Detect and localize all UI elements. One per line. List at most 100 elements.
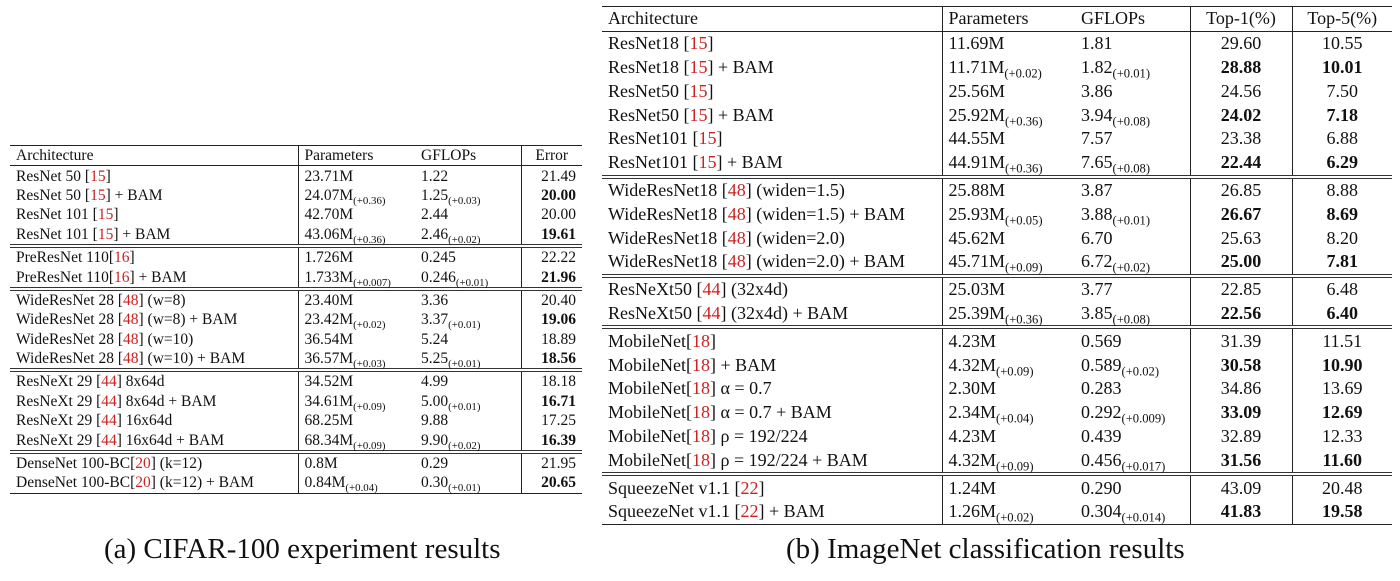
citation-ref: 18 — [692, 330, 710, 351]
delta-value: (+0.007) — [353, 276, 391, 289]
value: 36.54M — [304, 330, 354, 348]
delta-value: (+0.09) — [353, 439, 386, 452]
model-variant: + BAM — [713, 104, 774, 125]
value: 43.06M — [304, 225, 354, 243]
model-name: WideResNet 28 — [16, 350, 118, 368]
err-cell: 21.96 — [520, 267, 582, 289]
delta-value: (+0.01) — [448, 357, 481, 370]
value: 6.70 — [1081, 227, 1113, 248]
gflops-cell: 0.290 — [1075, 472, 1190, 500]
table-row: WideResNet 28 [48] (w=8) + BAM 23.42M(+0.… — [10, 310, 582, 331]
value: 0.290 — [1081, 477, 1122, 498]
architecture-cell: WideResNet 28 [48] (w=8) + BAM — [16, 311, 238, 329]
architecture-cell: PreResNet 110[16] + BAM — [16, 268, 187, 286]
parameters-cell: 25.39M(+0.36) — [941, 301, 1075, 328]
citation-ref: 18 — [692, 354, 710, 375]
delta-value: (+0.01) — [448, 482, 481, 495]
gflops-cell: 5.25(+0.01) — [415, 349, 521, 370]
table-row: MobileNet[18] α = 0.7 + BAM 2.34M(+0.04) 0… — [602, 400, 1392, 426]
value: 5.00 — [421, 392, 449, 410]
parameters-cell: 34.52M — [297, 368, 415, 392]
column-header: GFLOPs — [1075, 6, 1190, 32]
top1-cell: 26.67 — [1189, 202, 1292, 227]
table-row: WideResNet18 [48] (widen=1.5) + BAM 25.93… — [602, 202, 1392, 226]
parameters-cell: 25.56M — [941, 79, 1075, 104]
delta-value: (+0.009) — [1121, 411, 1166, 426]
delta-value: (+0.02) — [1112, 260, 1151, 275]
parameters-cell: 24.07M(+0.36) — [297, 185, 415, 206]
architecture-cell: ResNet18 [15] + BAM — [608, 56, 774, 77]
model-variant: + BAM — [716, 354, 777, 375]
table-row: WideResNet18 [48] (widen=2.0) 45.62M 6.70 2… — [602, 226, 1392, 250]
model-variant: (w=10) — [143, 330, 194, 348]
citation-ref: 15 — [97, 225, 114, 243]
parameters-cell: 36.54M — [297, 329, 415, 349]
value: 5.25 — [421, 350, 449, 368]
parameters-cell: 25.88M — [941, 174, 1075, 203]
value: 1.82 — [1081, 56, 1113, 77]
value: 1.26M — [948, 501, 997, 522]
table-row: MobileNet[18] + BAM 4.32M(+0.09) 0.589(+0.… — [602, 353, 1392, 377]
top5-cell: 7.50 — [1291, 79, 1392, 104]
gflops-cell: 0.439 — [1075, 425, 1190, 449]
delta-value: (+0.014) — [1121, 510, 1166, 525]
architecture-cell: WideResNet18 [48] (widen=2.0) — [608, 227, 845, 248]
top1-cell: 28.88 — [1189, 55, 1292, 80]
model-variant: (w=10) + BAM — [143, 350, 246, 368]
value: 24.07M — [304, 186, 354, 204]
model-variant: (w=8) — [143, 291, 186, 309]
delta-value: (+0.03) — [353, 357, 386, 370]
delta-value: (+0.08) — [1112, 312, 1151, 327]
model-name: PreResNet 110 — [16, 249, 109, 267]
citation-ref: 15 — [90, 186, 106, 204]
citation-ref: 44 — [702, 302, 721, 323]
table-row: MobileNet[18] ρ = 192/224 4.23M 0.439 32.89… — [602, 424, 1392, 449]
parameters-cell: 45.62M — [941, 226, 1075, 250]
value: 11.69M — [948, 33, 1005, 54]
err-cell: 20.00 — [520, 205, 582, 225]
table-row: ResNeXt 29 [44] 16x64d + BAM 68.34M(+0.09… — [10, 430, 582, 452]
architecture-cell: MobileNet[18] ρ = 192/224 — [608, 425, 808, 446]
gflops-cell: 9.88 — [415, 411, 521, 430]
model-name: ResNeXt 29 — [16, 392, 97, 410]
model-name: WideResNet18 — [608, 179, 722, 200]
table-row: ResNet101 [15] 44.55M 7.57 23.38 6.88 — [602, 126, 1392, 151]
gflops-cell: 3.77 — [1075, 273, 1190, 302]
err-cell: 18.89 — [520, 329, 582, 349]
table-row: ResNeXt 29 [44] 8x64d 34.52M 4.99 18.18 — [10, 368, 582, 392]
delta-value: (+0.03) — [448, 194, 481, 207]
cifar100-caption: (a) CIFAR-100 experiment results — [104, 533, 501, 565]
gflops-cell: 1.81 — [1075, 31, 1190, 55]
model-name: SqueezeNet v1.1 — [608, 501, 735, 522]
value: 3.86 — [1081, 80, 1113, 101]
model-name: WideResNet 28 — [16, 291, 118, 309]
model-name: DenseNet 100-BC — [16, 455, 131, 473]
model-name: ResNet101 — [608, 128, 693, 149]
value: 1.81 — [1081, 33, 1113, 54]
value: 44.55M — [948, 128, 1006, 149]
gflops-cell: 3.88(+0.01) — [1075, 202, 1190, 227]
delta-value: (+0.02) — [448, 233, 481, 246]
gflops-cell: 5.24 — [415, 330, 521, 349]
delta-value: (+0.36) — [1005, 312, 1043, 327]
gflops-cell: 0.456(+0.017) — [1075, 448, 1190, 474]
column-header: Architecture — [602, 6, 942, 32]
table-row: WideResNet 28 [48] (w=8) 23.40M 3.36 20.40 — [10, 286, 582, 311]
value: 34.61M — [304, 392, 354, 410]
model-variant: (k=12) — [155, 455, 203, 473]
value: 0.569 — [1081, 330, 1122, 351]
model-variant: (32x4d) — [726, 279, 788, 300]
table-row: ResNet 50 [15] 23.71M 1.22 21.49 — [10, 165, 582, 186]
value: 44.91M — [948, 152, 1006, 173]
gflops-cell: 2.44 — [415, 205, 521, 224]
model-variant: 8x64d — [121, 373, 165, 391]
parameters-cell: 1.24M — [941, 472, 1075, 500]
citation-ref: 18 — [692, 449, 710, 470]
model-name: MobileNet — [608, 354, 686, 375]
architecture-cell: ResNeXt 29 [44] 16x64d — [16, 412, 173, 430]
parameters-cell: 44.55M — [941, 126, 1075, 151]
value: 0.84M — [304, 474, 346, 492]
citation-ref: 48 — [123, 291, 139, 309]
model-variant: 16x64d + BAM — [121, 431, 225, 449]
top5-cell: 10.90 — [1291, 353, 1392, 377]
